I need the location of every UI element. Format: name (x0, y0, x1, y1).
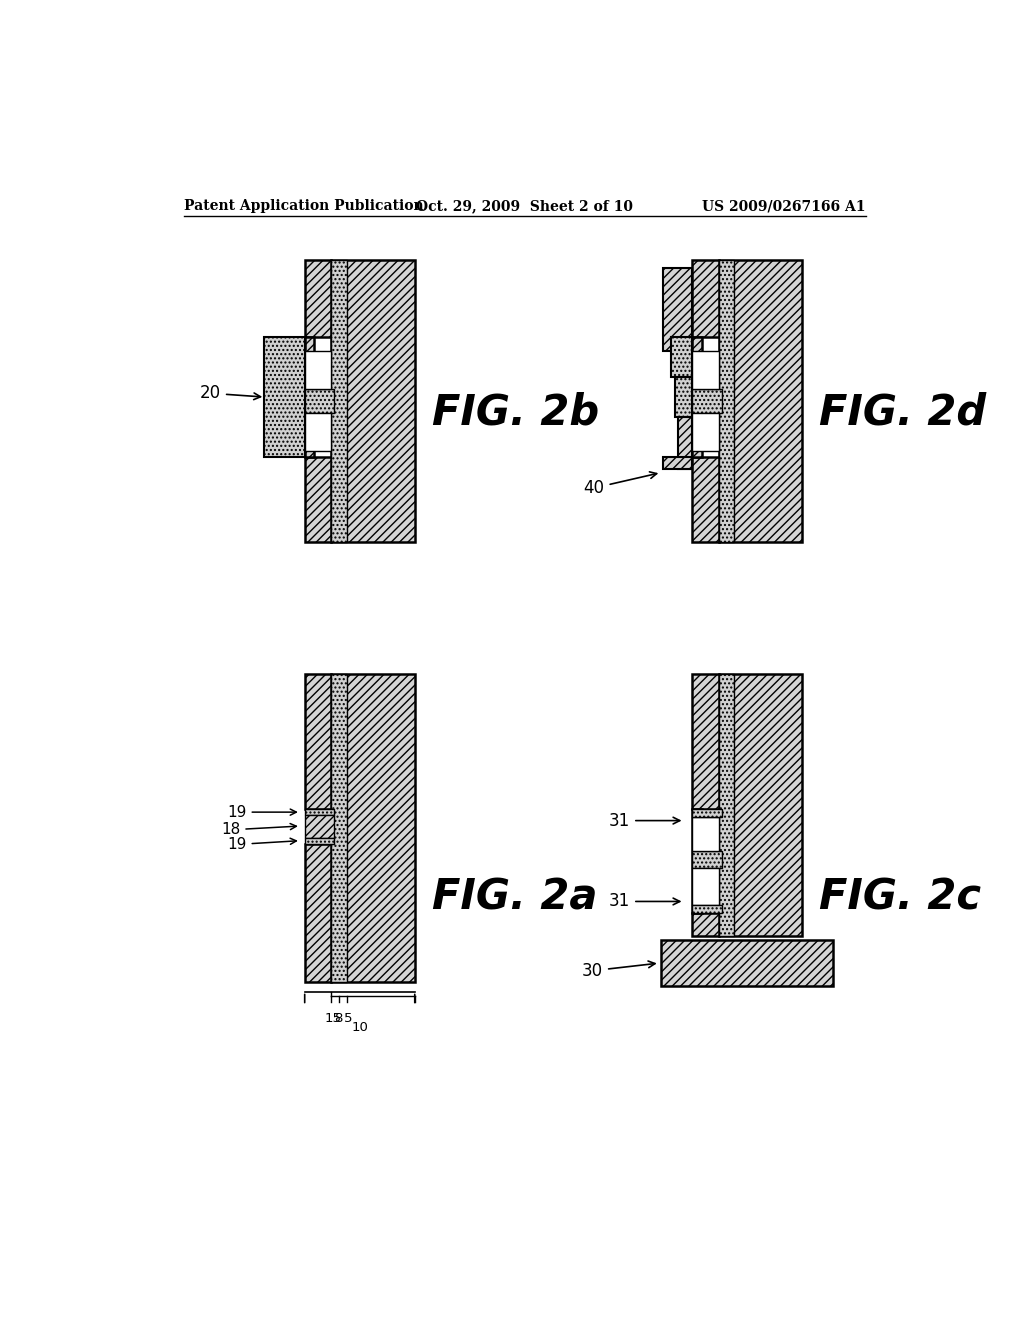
Text: 31: 31 (609, 812, 680, 829)
Bar (305, 816, 334, 838)
Bar (692, 412, 719, 451)
Bar (692, 906, 722, 913)
Text: 30: 30 (582, 961, 655, 979)
Bar (331, 260, 346, 543)
Text: 5: 5 (344, 1011, 352, 1024)
Text: FIG. 2d: FIG. 2d (819, 392, 986, 433)
Bar (692, 809, 701, 913)
Bar (305, 412, 331, 451)
Bar (305, 843, 331, 982)
Text: 18: 18 (221, 822, 296, 837)
Bar (671, 337, 692, 378)
Bar (692, 457, 719, 543)
Bar (678, 417, 692, 469)
Text: 10: 10 (351, 1020, 369, 1034)
Bar (331, 675, 346, 982)
Bar (692, 351, 719, 389)
Bar (719, 675, 802, 936)
Text: 20: 20 (200, 384, 260, 403)
Bar (663, 457, 692, 469)
Bar (675, 378, 692, 417)
Bar (692, 337, 701, 457)
Bar (263, 337, 305, 457)
Bar (662, 940, 834, 986)
Text: 15: 15 (325, 1011, 341, 1024)
Bar (305, 337, 314, 457)
Text: Patent Application Publication: Patent Application Publication (183, 199, 424, 213)
Text: 31: 31 (609, 892, 680, 911)
Text: 8: 8 (335, 1011, 343, 1024)
Bar (331, 260, 415, 543)
Text: Oct. 29, 2009  Sheet 2 of 10: Oct. 29, 2009 Sheet 2 of 10 (417, 199, 633, 213)
Text: 40: 40 (584, 471, 656, 496)
Text: FIG. 2c: FIG. 2c (819, 876, 981, 919)
Text: 19: 19 (227, 837, 296, 851)
Bar (692, 675, 719, 809)
Bar (305, 675, 331, 809)
Bar (692, 913, 719, 936)
Text: 19: 19 (227, 805, 296, 820)
Bar (663, 268, 692, 351)
Bar (305, 809, 334, 816)
Bar (719, 260, 734, 543)
Bar (719, 675, 734, 936)
Bar (692, 260, 719, 337)
Bar (305, 838, 334, 843)
Bar (692, 817, 719, 851)
Bar (305, 260, 331, 337)
Bar (719, 260, 802, 543)
Text: US 2009/0267166 A1: US 2009/0267166 A1 (702, 199, 866, 213)
Bar (305, 351, 331, 389)
Bar (692, 851, 722, 869)
Bar (331, 675, 415, 982)
Bar (305, 389, 334, 412)
Text: FIG. 2a: FIG. 2a (432, 876, 597, 919)
Text: FIG. 2b: FIG. 2b (432, 392, 599, 433)
Bar (692, 389, 722, 412)
Bar (692, 809, 722, 817)
Bar (692, 869, 719, 906)
Bar (305, 457, 331, 543)
